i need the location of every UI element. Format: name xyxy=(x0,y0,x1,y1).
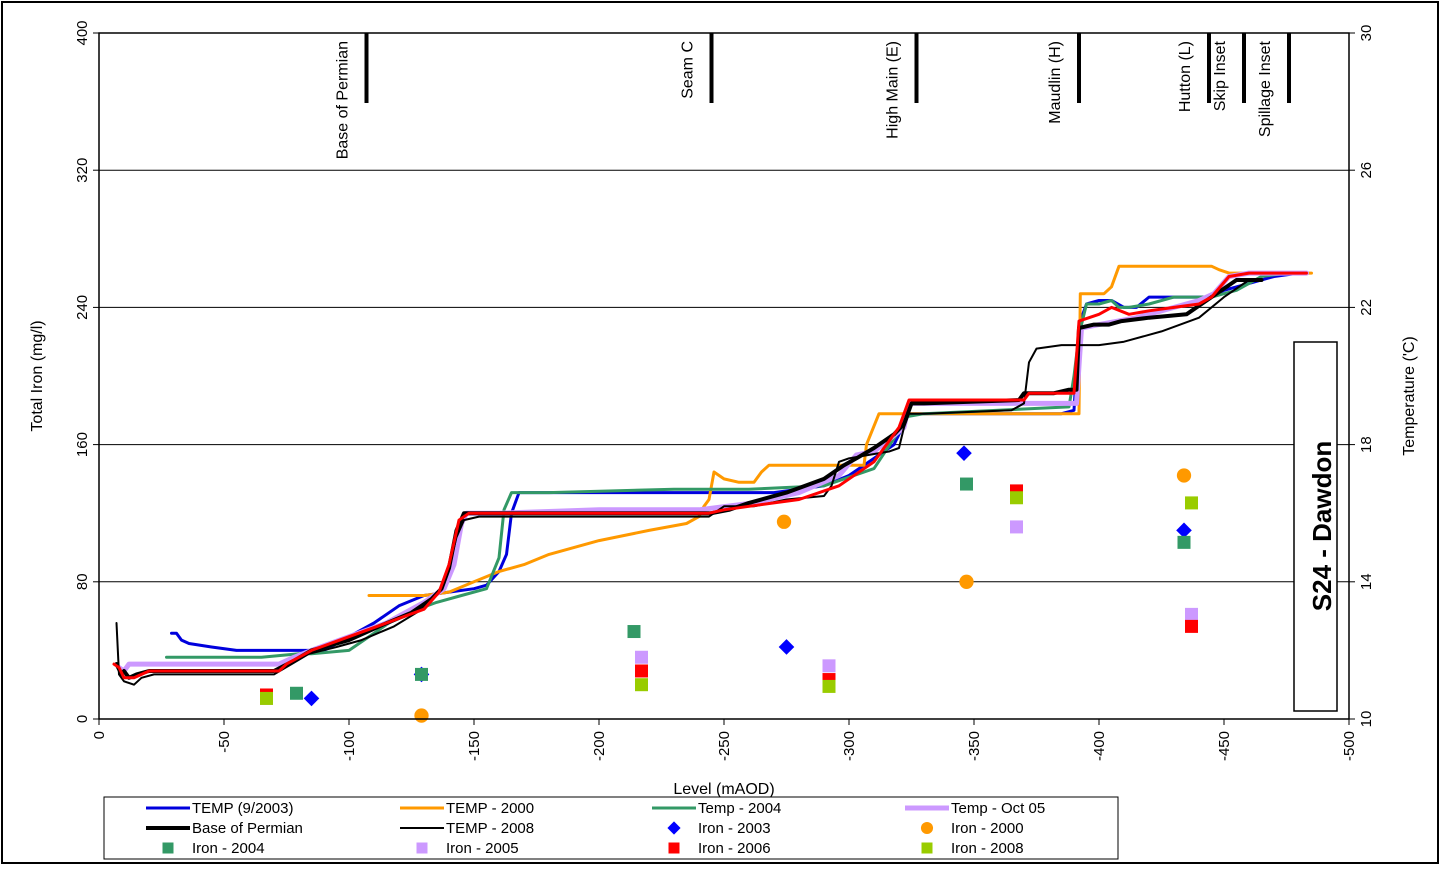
horizon-label: Spillage Inset xyxy=(1257,40,1274,137)
x-tick-label: 0 xyxy=(91,731,108,739)
x-tick-label: -150 xyxy=(466,731,483,761)
y2-tick-label: 22 xyxy=(1358,299,1375,316)
iron-point xyxy=(1185,619,1198,633)
iron-point xyxy=(1185,496,1198,510)
x-tick-label: -300 xyxy=(841,731,858,761)
horizon-label: Skip Inset xyxy=(1212,40,1229,111)
y2-tick-label: 14 xyxy=(1358,573,1375,590)
iron-point xyxy=(1010,491,1023,505)
legend-label: Iron - 2006 xyxy=(698,840,771,857)
x-tick-label: -400 xyxy=(1091,731,1108,761)
legend-label: Base of Permian xyxy=(192,820,303,837)
y2-tick-label: 10 xyxy=(1358,711,1375,728)
temperature-lines xyxy=(112,264,1313,686)
y2-tick-label: 30 xyxy=(1358,25,1375,42)
legend-label: TEMP (9/2003) xyxy=(192,800,293,817)
legend-label: Iron - 2004 xyxy=(192,840,265,857)
iron-point xyxy=(303,690,320,707)
legend-swatch xyxy=(667,821,681,835)
horizon-label: High Main (E) xyxy=(885,41,902,139)
iron-point xyxy=(414,708,429,723)
legend-label: Iron - 2005 xyxy=(446,840,519,857)
iron-point xyxy=(1176,522,1192,539)
legend-label: TEMP - 2008 xyxy=(446,820,534,837)
gridlines xyxy=(99,169,1349,583)
y2-tick-label: 26 xyxy=(1358,162,1375,179)
iron-point xyxy=(1177,535,1191,549)
y-tick-label: 400 xyxy=(74,20,91,45)
legend-label: Temp - Oct 05 xyxy=(951,800,1045,817)
legend-label: Temp - 2004 xyxy=(698,800,781,817)
legend-label: TEMP - 2000 xyxy=(446,800,534,817)
iron-point xyxy=(822,659,836,673)
axes: 0 80 160 240 320 400 10 14 18 22 26 30 0 -50 -100 -150 -… xyxy=(74,20,1375,761)
temperature-line xyxy=(114,278,1264,680)
iron-point xyxy=(635,678,648,692)
iron-point xyxy=(290,686,303,700)
iron-point xyxy=(1176,468,1192,483)
y2-axis-label: Temperature ('C) xyxy=(1401,336,1418,456)
x-tick-label: -200 xyxy=(591,731,608,761)
x-tick-label: -100 xyxy=(341,731,358,761)
y-tick-label: 0 xyxy=(74,715,91,723)
y2-tick-label: 18 xyxy=(1358,436,1375,453)
chart-title-box: S24 - Dawdon xyxy=(1293,341,1338,712)
iron-markers xyxy=(260,445,1198,723)
y-axis-label: Total Iron (mg/l) xyxy=(29,320,46,431)
iron-point xyxy=(260,691,273,705)
y-tick-label: 160 xyxy=(74,432,91,457)
horizon-label: Maudlin (H) xyxy=(1047,41,1064,124)
iron-point xyxy=(959,574,974,589)
iron-point xyxy=(960,477,973,491)
temperature-line xyxy=(367,264,1313,597)
x-tick-label: -350 xyxy=(966,731,983,761)
plot-area xyxy=(98,32,1350,720)
legend-swatch xyxy=(668,842,680,854)
temperature-line xyxy=(115,279,1263,686)
horizon-label: Base of Permian xyxy=(335,41,352,159)
horizon-label: Hutton (L) xyxy=(1177,41,1194,112)
iron-point xyxy=(627,625,641,639)
iron-point xyxy=(822,679,836,693)
iron-point xyxy=(635,664,648,678)
temperature-line xyxy=(165,271,1308,659)
y-tick-label: 320 xyxy=(74,158,91,183)
iron-point xyxy=(1185,607,1198,621)
x-tick-label: -500 xyxy=(1341,731,1358,761)
legend-label: Iron - 2008 xyxy=(951,840,1024,857)
iron-point xyxy=(1010,520,1023,534)
horizon-markers: Base of Permian Seam C High Main (E) Maudli… xyxy=(335,33,1291,159)
iron-point xyxy=(956,445,972,461)
legend-swatch xyxy=(416,842,428,854)
legend-swatch xyxy=(920,821,934,835)
legend-label: Iron - 2003 xyxy=(698,820,771,837)
temperature-line xyxy=(170,271,1306,652)
legend-swatch xyxy=(921,842,933,854)
iron-point xyxy=(776,514,792,529)
legend: TEMP (9/2003) TEMP - 2000 Temp - 2004 Temp … xyxy=(103,796,1119,860)
iron-point xyxy=(778,639,795,655)
y-tick-label: 80 xyxy=(74,573,91,590)
y-tick-label: 240 xyxy=(74,295,91,320)
legend-label: Iron - 2000 xyxy=(951,820,1024,837)
chart-title: S24 - Dawdon xyxy=(1307,441,1337,611)
x-tick-label: -250 xyxy=(716,731,733,761)
iron-point xyxy=(415,667,428,681)
legend-swatch xyxy=(162,842,174,854)
temperature-line xyxy=(112,271,1308,680)
x-tick-label: -450 xyxy=(1216,731,1233,761)
x-tick-label: -50 xyxy=(216,731,233,753)
horizon-label: Seam C xyxy=(680,41,697,99)
x-axis-label: Level (mAOD) xyxy=(673,781,774,798)
iron-point xyxy=(635,650,648,664)
